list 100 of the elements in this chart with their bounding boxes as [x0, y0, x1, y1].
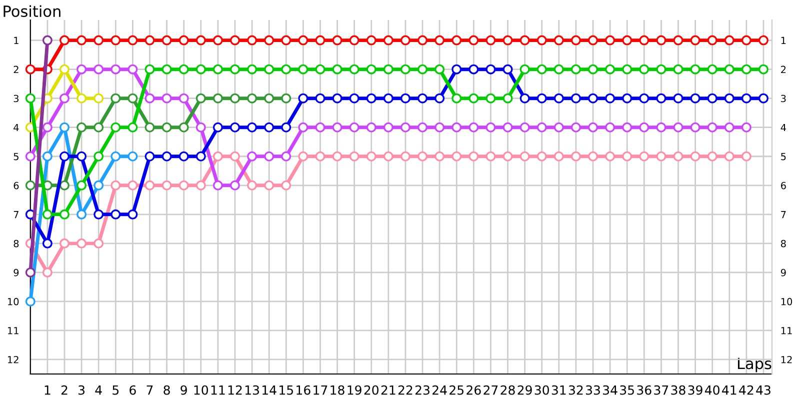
point: [400, 64, 410, 74]
point: [673, 151, 684, 162]
x-tick-label: 39: [688, 385, 702, 395]
point: [25, 296, 36, 306]
point: [144, 93, 155, 104]
point: [383, 64, 394, 74]
point: [468, 35, 479, 46]
y-tick-label: 2: [14, 66, 18, 74]
point: [536, 93, 547, 104]
point: [76, 209, 87, 220]
point: [162, 180, 172, 190]
point: [332, 151, 342, 162]
point: [144, 122, 155, 132]
x-tick-label: 32: [568, 385, 583, 395]
x-tick-label: 8: [164, 385, 170, 395]
x-tick-label: 25: [450, 385, 464, 395]
y2-tick-label: 6: [781, 182, 786, 190]
point: [349, 64, 360, 74]
point: [656, 93, 666, 104]
point: [128, 209, 138, 220]
point: [741, 151, 752, 162]
point: [707, 122, 718, 132]
x-tick-label: 1: [44, 385, 50, 395]
point: [741, 35, 752, 46]
x-tick-label: 40: [704, 385, 720, 395]
point: [332, 64, 342, 74]
point: [76, 35, 87, 46]
point: [758, 64, 768, 74]
y2-tick-label: 10: [781, 298, 792, 306]
point: [59, 35, 70, 46]
point: [520, 35, 530, 46]
point: [25, 151, 36, 162]
y-tick-label: 10: [8, 298, 19, 306]
point: [707, 35, 718, 46]
y-tick-label: 12: [8, 356, 18, 364]
point: [452, 151, 462, 162]
point: [315, 122, 326, 132]
point: [230, 180, 240, 190]
y-tick-label: 8: [14, 240, 19, 248]
x-tick-label: 7: [146, 385, 153, 395]
x-tick-label: 6: [130, 385, 136, 395]
point: [418, 122, 428, 132]
point: [162, 122, 172, 132]
point: [42, 267, 52, 278]
point: [281, 151, 292, 162]
point: [178, 122, 189, 132]
point: [758, 93, 768, 104]
point: [128, 35, 138, 46]
point: [434, 122, 445, 132]
point: [622, 64, 632, 74]
point: [434, 64, 445, 74]
point: [247, 93, 258, 104]
y2-tick-label: 8: [780, 240, 786, 248]
point: [94, 151, 104, 162]
point: [76, 180, 87, 190]
point: [554, 151, 564, 162]
x-tick-label: 34: [603, 385, 618, 395]
y-tick-label: 4: [14, 124, 19, 132]
point: [76, 122, 87, 132]
point: [690, 122, 700, 132]
point: [264, 180, 274, 190]
point: [434, 35, 445, 46]
point: [383, 151, 394, 162]
point: [162, 93, 172, 104]
point: [554, 122, 564, 132]
point: [332, 93, 342, 104]
x-tick-label: 14: [262, 385, 276, 395]
y-axis-title: Position: [4, 5, 60, 18]
point: [281, 122, 292, 132]
point: [468, 122, 479, 132]
point: [366, 64, 376, 74]
point: [42, 151, 52, 162]
point: [298, 35, 308, 46]
point: [486, 122, 496, 132]
point: [622, 151, 632, 162]
point: [707, 64, 718, 74]
point: [418, 151, 428, 162]
point: [42, 209, 52, 220]
point: [400, 35, 410, 46]
point: [298, 64, 308, 74]
point: [570, 35, 581, 46]
point: [605, 122, 616, 132]
point: [418, 64, 428, 74]
point: [42, 122, 52, 132]
point: [178, 93, 189, 104]
point: [59, 180, 70, 190]
y2-tick-label: 7: [781, 211, 786, 218]
point: [212, 122, 223, 132]
point: [298, 93, 308, 104]
point: [536, 122, 547, 132]
point: [196, 35, 206, 46]
x-tick-label: 43: [756, 385, 770, 395]
point: [502, 64, 513, 74]
point: [162, 151, 172, 162]
x-tick-label: 21: [381, 385, 396, 395]
point: [588, 64, 598, 74]
y2-tick-label: 3: [781, 94, 786, 102]
point: [110, 122, 121, 132]
point: [383, 122, 394, 132]
x-tick-label: 22: [398, 385, 412, 395]
